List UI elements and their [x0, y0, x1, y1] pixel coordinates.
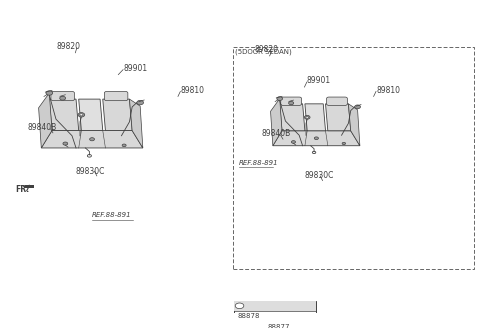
Text: 89810: 89810	[180, 86, 204, 95]
Text: 89810: 89810	[376, 86, 400, 95]
Circle shape	[304, 115, 310, 119]
Polygon shape	[41, 131, 143, 148]
Text: 89840B: 89840B	[262, 129, 291, 138]
Text: REF.88-891: REF.88-891	[92, 212, 132, 218]
FancyBboxPatch shape	[104, 92, 128, 101]
Circle shape	[235, 303, 244, 309]
Text: 88877: 88877	[267, 323, 290, 328]
Polygon shape	[348, 104, 360, 146]
Polygon shape	[280, 104, 305, 131]
Text: (5DOOR SEDAN): (5DOOR SEDAN)	[235, 48, 292, 55]
Circle shape	[63, 142, 68, 145]
Polygon shape	[38, 93, 52, 148]
Bar	[233, 47, 474, 269]
Bar	[234, 300, 316, 311]
Circle shape	[277, 97, 283, 100]
Text: 89901: 89901	[307, 76, 331, 85]
Circle shape	[78, 113, 84, 117]
Bar	[234, 300, 316, 328]
Circle shape	[80, 114, 83, 116]
FancyBboxPatch shape	[326, 97, 348, 105]
Text: 89820: 89820	[56, 42, 80, 51]
Text: 89830C: 89830C	[304, 172, 334, 180]
Polygon shape	[130, 99, 143, 148]
Polygon shape	[325, 104, 351, 131]
Circle shape	[122, 144, 126, 147]
Circle shape	[355, 105, 360, 109]
Text: 89820: 89820	[254, 45, 278, 54]
Text: 88878: 88878	[238, 313, 260, 319]
Bar	[25, 185, 34, 188]
FancyBboxPatch shape	[51, 92, 74, 101]
Text: 89830C: 89830C	[75, 167, 105, 176]
Circle shape	[306, 116, 309, 118]
Polygon shape	[103, 99, 132, 131]
Polygon shape	[79, 99, 103, 131]
Text: 89840B: 89840B	[28, 123, 57, 132]
Circle shape	[288, 101, 294, 105]
Text: FR.: FR.	[15, 185, 29, 195]
Polygon shape	[271, 99, 282, 146]
Polygon shape	[305, 104, 325, 131]
Circle shape	[90, 138, 95, 141]
Circle shape	[291, 141, 296, 143]
Polygon shape	[273, 131, 360, 146]
Text: REF.88-891: REF.88-891	[239, 160, 278, 166]
Polygon shape	[49, 99, 79, 131]
Circle shape	[314, 137, 318, 140]
Circle shape	[46, 91, 53, 95]
Circle shape	[137, 100, 144, 105]
Circle shape	[60, 96, 66, 100]
FancyBboxPatch shape	[281, 97, 301, 105]
Circle shape	[342, 142, 346, 145]
Text: 89901: 89901	[123, 64, 147, 73]
